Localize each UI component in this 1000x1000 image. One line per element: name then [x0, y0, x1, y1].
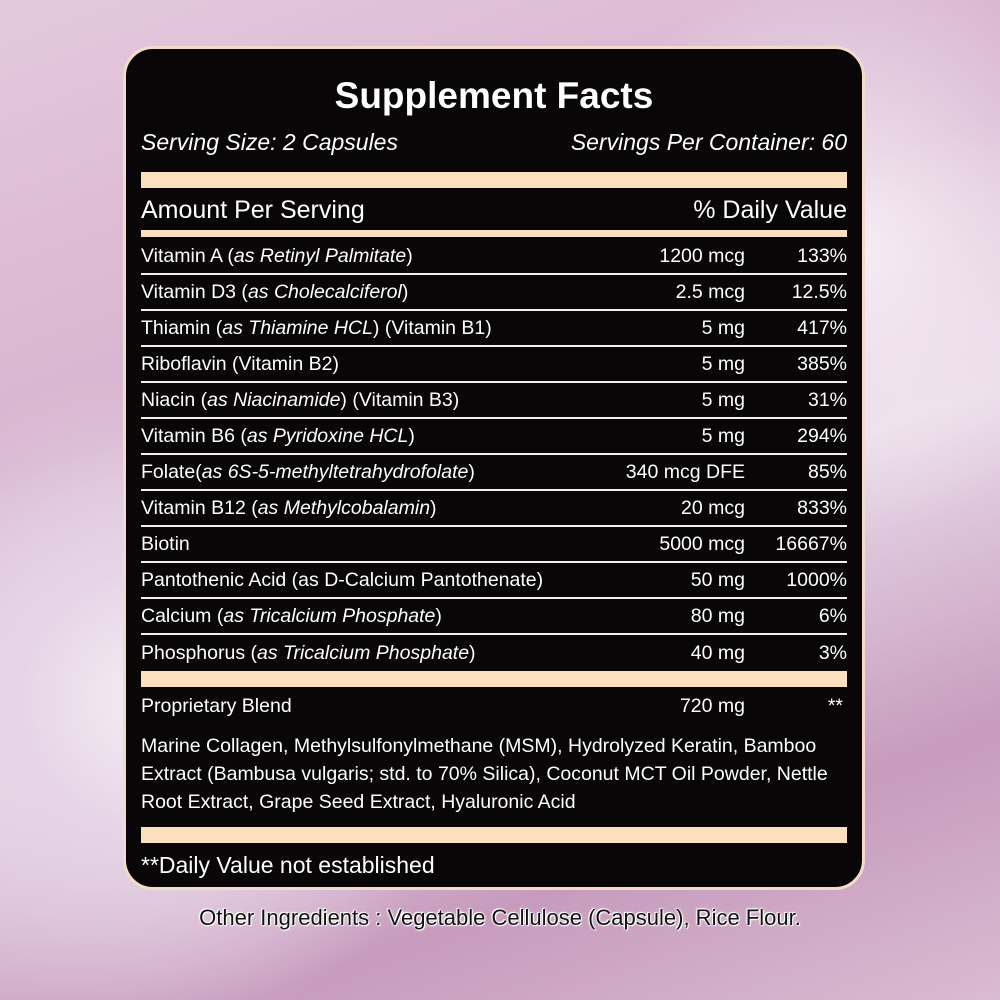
name-text: Thiamin (: [141, 316, 223, 339]
name-text: Vitamin B12 (: [141, 496, 258, 519]
nutrient-row: Vitamin B12 (as Methylcobalamin) 20 mcg 83…: [141, 491, 847, 527]
divider-thick: [141, 172, 847, 188]
panel-title: Supplement Facts: [334, 75, 654, 116]
name-source: as Tricalcium Phosphate: [223, 604, 436, 627]
nutrient-amount: 5000 mcg: [659, 532, 745, 555]
nutrient-name: Proprietary Blend: [141, 695, 292, 717]
nutrient-dv: 833%: [797, 496, 847, 519]
nutrient-row: Vitamin A (as Retinyl Palmitate) 1200 mcg…: [141, 239, 847, 275]
nutrient-dv: 133%: [797, 244, 847, 267]
name-source: as Thiamine HCL: [222, 316, 373, 339]
nutrient-amount: 50 mg: [690, 568, 745, 591]
serving-size: Serving Size: 2 Capsules: [141, 129, 398, 155]
name-source: as Tricalcium Phosphate: [256, 641, 470, 664]
name-source: as Niacinamide: [207, 388, 341, 411]
nutrient-amount: 40 mg: [690, 641, 745, 664]
nutrient-row: Thiamin (as Thiamine HCL) (Vitamin B1) 5 …: [141, 311, 847, 347]
name-text: Pantothenic Acid (as D-Calcium Pantothen…: [141, 568, 544, 591]
name-text: ) (Vitamin B1): [372, 316, 492, 339]
nutrient-amount: 5 mg: [701, 388, 745, 411]
name-text: Phosphorus (: [141, 641, 257, 664]
nutrient-name: Phosphorus (as Tricalcium Phosphate): [141, 642, 605, 665]
nutrient-row: Biotin 5000 mcg 16667%: [141, 527, 847, 563]
name-text: Folate(: [141, 460, 202, 483]
name-text: Vitamin B6 (: [141, 424, 247, 447]
nutrient-name: Vitamin B6 (as Pyridoxine HCL): [141, 425, 605, 448]
name-text: Riboflavin (Vitamin B2): [141, 352, 339, 375]
blend-ingredients: Marine Collagen, Methylsulfonylmethane (…: [141, 735, 828, 813]
nutrient-dv: 294%: [797, 424, 847, 447]
nutrient-amount: 20 mcg: [681, 496, 745, 519]
name-text: ): [401, 280, 409, 303]
name-text: ): [430, 496, 437, 519]
name-text: ) (Vitamin B3): [340, 388, 460, 411]
serving-info: Serving Size: 2 Capsules Servings Per Co…: [141, 129, 847, 156]
nutrient-amount: 720 mg: [679, 695, 745, 717]
footnote: **Daily Value not established: [141, 852, 435, 878]
nutrient-row: Pantothenic Acid (as D-Calcium Pantothen…: [141, 563, 847, 599]
nutrient-dv: 417%: [797, 316, 847, 339]
divider-thin: [141, 230, 847, 237]
nutrient-name: Folate(as 6S-5-methyltetrahydrofolate): [141, 461, 605, 484]
servings-per-container: Servings Per Container: 60: [570, 129, 847, 155]
nutrient-amount: 2.5 mcg: [675, 280, 745, 303]
nutrient-name: Vitamin D3 (as Cholecalciferol): [141, 281, 605, 304]
name-text: ): [468, 460, 475, 483]
name-text: Biotin: [141, 532, 190, 555]
divider-thick: [141, 671, 847, 687]
nutrient-dv: 85%: [807, 460, 847, 483]
nutrient-name: Calcium (as Tricalcium Phosphate): [141, 605, 605, 628]
daily-value-label: % Daily Value: [693, 196, 847, 224]
name-text: Niacin (: [141, 388, 208, 411]
nutrient-row: Calcium (as Tricalcium Phosphate) 80 mg 6%: [141, 599, 847, 635]
supplement-facts-panel: Supplement Facts Serving Size: 2 Capsule…: [123, 46, 865, 890]
nutrient-dv: 12.5%: [791, 280, 847, 303]
nutrient-name: Niacin (as Niacinamide) (Vitamin B3): [141, 389, 605, 412]
nutrient-row: Vitamin B6 (as Pyridoxine HCL) 5 mg 294%: [141, 419, 847, 455]
name-source: as Methylcobalamin: [257, 496, 431, 519]
nutrient-name: Thiamin (as Thiamine HCL) (Vitamin B1): [141, 317, 605, 340]
nutrient-row: Phosphorus (as Tricalcium Phosphate) 40 m…: [141, 635, 847, 671]
name-text: Vitamin A (: [141, 244, 234, 267]
nutrient-row: Niacin (as Niacinamide) (Vitamin B3) 5 mg…: [141, 383, 847, 419]
nutrient-row: Riboflavin (Vitamin B2) 5 mg 385%: [141, 347, 847, 383]
nutrient-name: Pantothenic Acid (as D-Calcium Pantothen…: [141, 569, 605, 592]
nutrient-name: Vitamin B12 (as Methylcobalamin): [141, 497, 605, 520]
nutrient-row: Vitamin D3 (as Cholecalciferol) 2.5 mcg 12…: [141, 275, 847, 311]
name-text: ): [435, 604, 442, 627]
name-source: as 6S-5-methyltetrahydrofolate: [201, 460, 469, 483]
nutrient-amount: 5 mg: [701, 316, 745, 339]
nutrient-amount: 5 mg: [701, 424, 745, 447]
name-text: ): [469, 641, 476, 664]
divider-thick: [141, 827, 847, 843]
nutrient-amount: 340 mcg DFE: [625, 460, 745, 483]
name-text: ): [408, 424, 415, 447]
nutrient-dv: 6%: [818, 604, 847, 627]
name-source: as Cholecalciferol: [247, 280, 402, 303]
name-text: ): [406, 244, 413, 267]
amount-per-serving-label: Amount Per Serving: [141, 196, 365, 224]
other-ingredients: Other Ingredients : Vegetable Cellulose …: [199, 905, 801, 930]
nutrient-name: Riboflavin (Vitamin B2): [141, 353, 605, 376]
nutrient-dv: 16667%: [775, 532, 847, 555]
nutrient-amount: 5 mg: [701, 352, 745, 375]
proprietary-blend-row: Proprietary Blend 720 mg **: [141, 695, 847, 718]
name-source: as Pyridoxine HCL: [246, 424, 409, 447]
nutrient-amount: 1200 mcg: [659, 244, 745, 267]
nutrient-row: Folate(as 6S-5-methyltetrahydrofolate) 34…: [141, 455, 847, 491]
nutrient-name: Biotin: [141, 533, 605, 556]
table-header: Amount Per Serving % Daily Value: [141, 196, 847, 225]
name-source: as Retinyl Palmitate: [233, 244, 407, 267]
name-text: Calcium (: [141, 604, 224, 627]
nutrient-dv: 3%: [818, 641, 847, 664]
nutrient-dv: 385%: [797, 352, 847, 375]
name-text: Vitamin D3 (: [141, 280, 248, 303]
nutrient-dv: **: [827, 695, 843, 717]
nutrient-amount: 80 mg: [690, 604, 745, 627]
nutrient-table: Vitamin A (as Retinyl Palmitate) 1200 mcg…: [141, 239, 847, 671]
nutrient-name: Vitamin A (as Retinyl Palmitate): [141, 245, 605, 268]
nutrient-dv: 31%: [807, 388, 847, 411]
nutrient-dv: 1000%: [786, 568, 847, 591]
